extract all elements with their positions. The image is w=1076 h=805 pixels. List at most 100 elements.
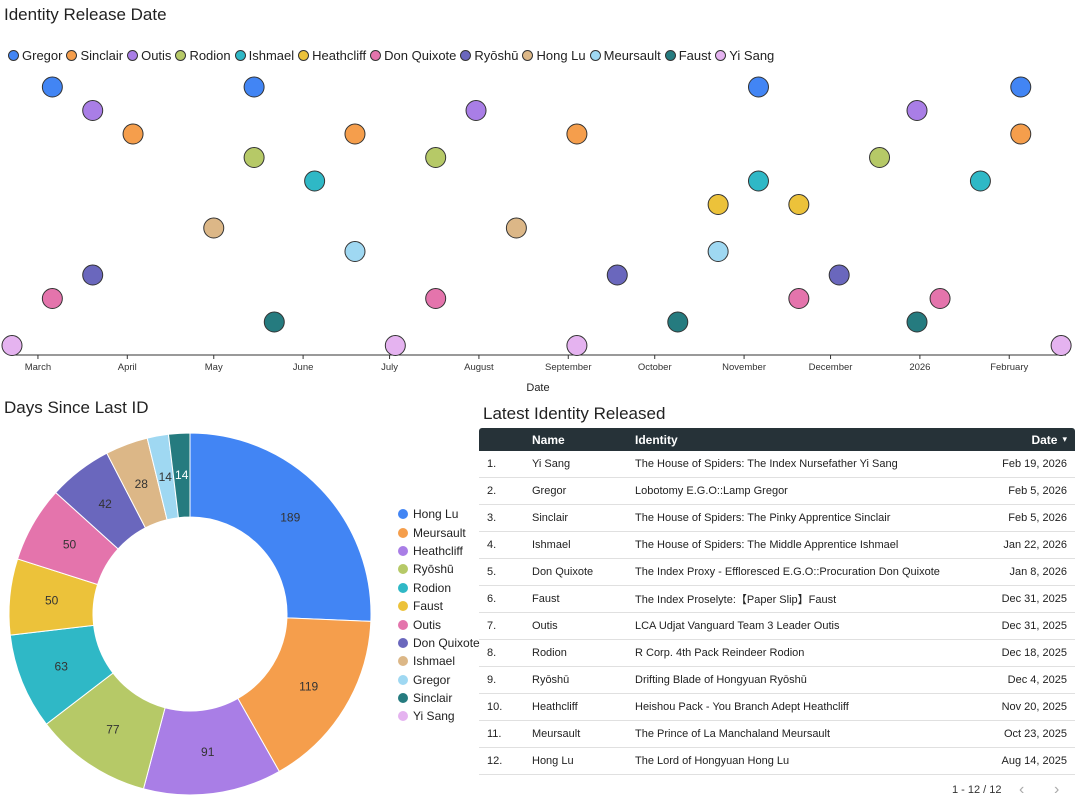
donut-legend-item: Heathcliff: [398, 542, 480, 560]
donut-legend-item: Ryōshū: [398, 560, 480, 578]
table-row[interactable]: 2. Gregor Lobotomy E.G.O::Lamp Gregor Feb 5…: [479, 478, 1075, 505]
scatter-point: [747, 76, 769, 98]
legend-label: Outis: [413, 617, 442, 632]
slice-value-label: 42: [98, 497, 112, 511]
table-row[interactable]: 8. Rodion R Corp. 4th Pack Reindeer Rodion…: [479, 640, 1075, 667]
legend-item: Ishmael: [234, 48, 295, 63]
row-index: 3.: [487, 512, 497, 524]
donut-legend-item: Yi Sang: [398, 707, 480, 725]
row-index: 9.: [487, 674, 497, 686]
legend-dot: [664, 50, 676, 61]
x-tick-label: October: [638, 362, 672, 373]
slice-value-label: 91: [201, 745, 215, 759]
legend-dot: [370, 50, 382, 61]
row-name: Outis: [532, 620, 558, 632]
scatter-point: [243, 147, 265, 168]
table-row[interactable]: 9. Ryōshū Drifting Blade of Hongyuan Ryōsh…: [479, 667, 1075, 694]
slice-value-label: 14: [175, 468, 189, 482]
header-name[interactable]: Name: [532, 432, 565, 447]
row-identity: The Lord of Hongyuan Hong Lu: [635, 755, 790, 767]
table-row[interactable]: 10. Heathcliff Heishou Pack - You Branch A…: [479, 694, 1075, 721]
scatter-point: [1010, 76, 1032, 98]
header-identity[interactable]: Identity: [635, 432, 678, 447]
legend-dot: [398, 637, 408, 648]
table-row[interactable]: 3. Sinclair The House of Spiders: The Pink…: [479, 505, 1075, 532]
days-since-donut-chart: 189 119 91 77 63 50 50 42 28 14 14: [8, 432, 372, 796]
donut-legend-item: Outis: [398, 615, 480, 633]
legend-dot: [398, 619, 408, 630]
legend-label: Meursault: [413, 525, 466, 540]
row-identity: LCA Udjat Vanguard Team 3 Leader Outis: [635, 620, 840, 632]
scatter-point: [606, 264, 628, 286]
row-index: 4.: [487, 539, 497, 551]
legend-label: Hong Lu: [413, 507, 459, 522]
legend-dot: [398, 582, 408, 593]
scatter-point: [82, 100, 104, 121]
table-row[interactable]: 4. Ishmael The House of Spiders: The Middl…: [479, 532, 1075, 559]
table-row[interactable]: 7. Outis LCA Udjat Vanguard Team 3 Leader …: [479, 613, 1075, 640]
row-date: Dec 31, 2025: [1001, 593, 1067, 605]
scatter-point: [505, 217, 527, 239]
legend-label: Rodion: [189, 48, 231, 63]
table-row[interactable]: 1. Yi Sang The House of Spiders: The Index…: [479, 451, 1075, 478]
slice-value-label: 77: [106, 723, 120, 737]
sort-desc-icon: ▾: [1062, 434, 1067, 444]
scatter-point: [929, 288, 951, 309]
slice-value-label: 28: [135, 477, 149, 491]
legend-label: Ishmael: [248, 48, 295, 63]
donut-legend-item: Meursault: [398, 523, 480, 541]
row-identity: The House of Spiders: The Pinky Apprenti…: [635, 512, 891, 524]
row-date: Nov 20, 2025: [1001, 701, 1067, 713]
scatter-point: [304, 170, 326, 192]
scatter-point: [344, 241, 366, 262]
table-body: 1. Yi Sang The House of Spiders: The Index…: [479, 451, 1075, 775]
row-identity: Lobotomy E.G.O::Lamp Gregor: [635, 485, 788, 497]
scatter-point: [243, 76, 265, 98]
legend-label: Faust: [413, 599, 444, 614]
row-date: Jan 8, 2026: [1009, 566, 1068, 578]
legend-item: Heathcliff: [298, 48, 366, 63]
scatter-point: [263, 311, 285, 333]
row-date: Feb 19, 2026: [1002, 458, 1067, 470]
donut-legend-item: Rodion: [398, 579, 480, 597]
scatter-point: [566, 335, 588, 356]
x-tick-label: July: [381, 362, 398, 373]
table-row[interactable]: 5. Don Quixote The Index Proxy - Effloresc…: [479, 559, 1075, 586]
legend-dot: [398, 674, 408, 685]
row-index: 10.: [487, 701, 503, 713]
legend-dot: [66, 50, 78, 61]
scatter-point: [707, 241, 729, 262]
donut-title: Days Since Last ID: [4, 398, 149, 417]
table-row[interactable]: 11. Meursault The Prince of La Manchaland …: [479, 721, 1075, 748]
row-date: Dec 4, 2025: [1007, 674, 1067, 686]
chevron-left-icon[interactable]: ‹: [1019, 781, 1025, 798]
row-identity: Drifting Blade of Hongyuan Ryōshū: [635, 674, 807, 686]
legend-dot: [398, 601, 408, 612]
table-row[interactable]: 12. Hong Lu The Lord of Hongyuan Hong Lu Au…: [479, 748, 1075, 775]
slice-value-label: 119: [299, 679, 318, 693]
scatter-point: [707, 194, 729, 215]
header-date[interactable]: Date ▾: [1031, 428, 1067, 451]
chevron-right-icon[interactable]: ›: [1054, 781, 1060, 798]
row-date: Feb 5, 2026: [1008, 485, 1067, 497]
legend-item: Yi Sang: [715, 48, 774, 63]
scatter-point: [1, 335, 23, 356]
table-row[interactable]: 6. Faust The Index Proselyte:【Paper Slip】F…: [479, 586, 1075, 613]
scatter-point: [122, 123, 144, 145]
donut-legend-item: Hong Lu: [398, 505, 480, 523]
slice-value-label: 14: [159, 470, 173, 484]
table-header: Name Identity Date ▾: [479, 428, 1075, 451]
legend-item: Gregor: [8, 48, 62, 63]
scatter-point: [41, 288, 63, 309]
x-tick-label: March: [25, 362, 51, 373]
x-tick-label: February: [990, 362, 1028, 373]
row-name: Hong Lu: [532, 755, 574, 767]
legend-item: Rodion: [175, 48, 231, 63]
scatter-title: Identity Release Date: [4, 5, 167, 24]
row-name: Ishmael: [532, 539, 571, 551]
legend-label: Rodion: [413, 580, 452, 595]
legend-item: Don Quixote: [370, 48, 456, 63]
legend-label: Ishmael: [413, 654, 456, 669]
legend-item: Outis: [127, 48, 171, 63]
scatter-point: [465, 100, 487, 121]
